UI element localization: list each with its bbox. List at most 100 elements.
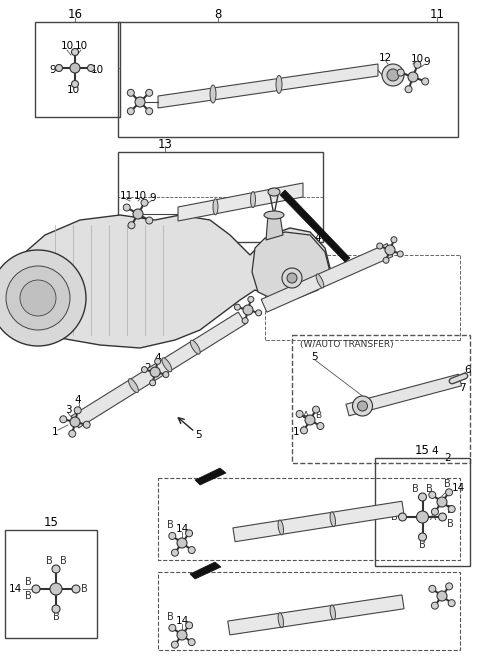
Text: 2: 2 <box>444 453 451 463</box>
Polygon shape <box>233 501 404 542</box>
Ellipse shape <box>278 520 284 535</box>
Text: A: A <box>430 512 435 522</box>
Circle shape <box>70 63 80 73</box>
Circle shape <box>317 422 324 430</box>
Circle shape <box>300 427 308 434</box>
Polygon shape <box>190 562 221 579</box>
Text: 10: 10 <box>66 85 80 95</box>
Circle shape <box>20 280 56 316</box>
Ellipse shape <box>213 199 218 215</box>
Polygon shape <box>195 468 226 485</box>
Text: 13: 13 <box>157 138 172 152</box>
Circle shape <box>437 497 447 507</box>
Circle shape <box>177 538 187 548</box>
Circle shape <box>146 89 153 96</box>
Circle shape <box>133 209 143 219</box>
Circle shape <box>123 204 130 211</box>
Text: B: B <box>419 540 426 550</box>
Text: 5: 5 <box>312 352 318 362</box>
Circle shape <box>186 530 192 537</box>
Circle shape <box>312 406 320 413</box>
Text: B: B <box>391 512 398 522</box>
Circle shape <box>305 415 315 425</box>
Circle shape <box>445 489 453 496</box>
Text: 16: 16 <box>68 9 83 22</box>
Circle shape <box>397 251 403 257</box>
Text: 10: 10 <box>133 191 146 201</box>
Text: 8: 8 <box>214 9 222 22</box>
Text: 10: 10 <box>74 41 87 51</box>
Circle shape <box>437 591 447 601</box>
Circle shape <box>385 245 395 255</box>
Circle shape <box>432 508 438 515</box>
Circle shape <box>72 49 79 56</box>
Circle shape <box>74 407 81 414</box>
Bar <box>375 458 470 566</box>
Circle shape <box>419 493 427 501</box>
Circle shape <box>445 583 453 590</box>
Bar <box>35 22 120 117</box>
Text: 4: 4 <box>75 395 81 405</box>
Text: B: B <box>444 479 450 489</box>
Circle shape <box>141 199 148 206</box>
Text: B: B <box>81 584 87 594</box>
Circle shape <box>128 222 135 229</box>
Circle shape <box>414 61 421 68</box>
Text: 15: 15 <box>415 443 430 457</box>
Text: B: B <box>167 520 173 530</box>
Text: 15: 15 <box>44 516 59 529</box>
Circle shape <box>448 506 455 512</box>
Text: 9: 9 <box>424 57 430 67</box>
Circle shape <box>146 108 153 115</box>
Circle shape <box>142 367 147 373</box>
Text: 14: 14 <box>175 524 189 534</box>
Circle shape <box>287 273 297 283</box>
Ellipse shape <box>264 211 284 219</box>
Circle shape <box>87 64 95 72</box>
Circle shape <box>419 533 427 541</box>
Ellipse shape <box>330 605 336 620</box>
Text: 10: 10 <box>90 65 104 75</box>
Circle shape <box>127 108 134 115</box>
Polygon shape <box>228 595 404 635</box>
Circle shape <box>186 622 192 629</box>
Text: 4: 4 <box>432 446 438 456</box>
Text: B: B <box>412 484 419 494</box>
Ellipse shape <box>190 340 200 354</box>
Circle shape <box>405 86 412 92</box>
Circle shape <box>242 318 248 323</box>
Text: 4: 4 <box>155 353 161 363</box>
Text: 6: 6 <box>465 365 471 375</box>
Bar <box>118 22 458 137</box>
Circle shape <box>69 430 76 437</box>
Text: 11: 11 <box>430 9 444 22</box>
Text: 3: 3 <box>302 237 308 247</box>
Circle shape <box>352 396 372 416</box>
Text: B: B <box>447 505 454 515</box>
Circle shape <box>296 411 303 417</box>
Circle shape <box>52 605 60 613</box>
Circle shape <box>127 89 134 96</box>
Text: 9: 9 <box>150 193 156 203</box>
Polygon shape <box>261 243 393 312</box>
Ellipse shape <box>129 379 138 392</box>
Ellipse shape <box>162 358 172 372</box>
Circle shape <box>0 250 86 346</box>
Circle shape <box>432 602 438 609</box>
Text: 14: 14 <box>8 584 22 594</box>
Polygon shape <box>72 312 246 428</box>
Circle shape <box>391 237 397 243</box>
Ellipse shape <box>276 75 282 93</box>
Text: 3: 3 <box>65 405 72 415</box>
Text: 10: 10 <box>60 41 73 51</box>
Circle shape <box>169 625 176 631</box>
Circle shape <box>171 549 179 556</box>
Circle shape <box>70 417 80 427</box>
Ellipse shape <box>330 512 336 527</box>
Text: B: B <box>426 484 433 494</box>
Text: 2: 2 <box>276 257 283 267</box>
Bar <box>292 335 470 463</box>
Polygon shape <box>280 190 350 262</box>
Text: B: B <box>24 577 31 587</box>
Text: 4: 4 <box>315 233 321 243</box>
